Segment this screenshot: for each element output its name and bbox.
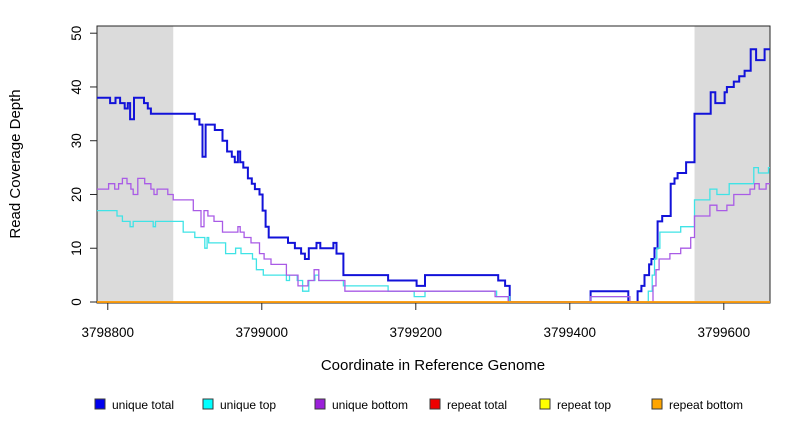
x-tick-label: 3799200 — [390, 325, 443, 340]
x-axis: 3798800 3799000 3799200 3799400 3799600 — [81, 303, 750, 340]
legend-swatch — [94, 398, 106, 410]
legend-item-unique-top: unique top — [202, 398, 276, 412]
legend-item-unique-total: unique total — [94, 398, 174, 412]
legend-swatch — [202, 398, 214, 410]
y-tick-label: 30 — [69, 133, 84, 148]
x-tick-label: 3799600 — [698, 325, 751, 340]
x-tick-label: 3799400 — [544, 325, 597, 340]
legend-swatch — [314, 398, 326, 410]
y-tick-label: 10 — [69, 241, 84, 256]
legend-item-unique-bottom: unique bottom — [314, 398, 408, 412]
y-axis: 0 10 20 30 40 50 — [69, 26, 97, 306]
legend-item-repeat-bottom: repeat bottom — [651, 398, 743, 412]
y-tick-label: 50 — [69, 26, 84, 41]
y-axis-title: Read Coverage Depth — [7, 89, 24, 238]
y-tick-label: 40 — [69, 79, 84, 94]
legend-swatch — [429, 398, 441, 410]
series-unique-total — [97, 48, 770, 303]
legend-swatch — [539, 398, 551, 410]
legend-item-repeat-total: repeat total — [429, 398, 507, 412]
legend-label: repeat top — [557, 398, 611, 412]
series-lines — [97, 48, 770, 303]
plot-border — [96, 25, 771, 304]
x-axis-title: Coordinate in Reference Genome — [321, 357, 545, 374]
series-unique-bottom — [97, 177, 770, 303]
legend-item-repeat-top: repeat top — [539, 398, 611, 412]
legend-label: unique top — [220, 398, 276, 412]
repeat-region-shade — [97, 26, 174, 303]
shaded-repeat-regions — [97, 26, 770, 303]
series-unique-top — [97, 166, 770, 303]
y-tick-label: 0 — [69, 298, 84, 306]
legend-label: unique bottom — [332, 398, 408, 412]
legend-swatch — [651, 398, 663, 410]
x-tick-label: 3798800 — [81, 325, 134, 340]
legend-label: unique total — [112, 398, 174, 412]
repeat-region-shade — [694, 26, 770, 303]
legend: unique total unique top unique bottom repea… — [94, 398, 743, 412]
y-tick-label: 20 — [69, 187, 84, 202]
legend-label: repeat total — [447, 398, 507, 412]
legend-label: repeat bottom — [669, 398, 743, 412]
x-tick-label: 3799000 — [236, 325, 289, 340]
